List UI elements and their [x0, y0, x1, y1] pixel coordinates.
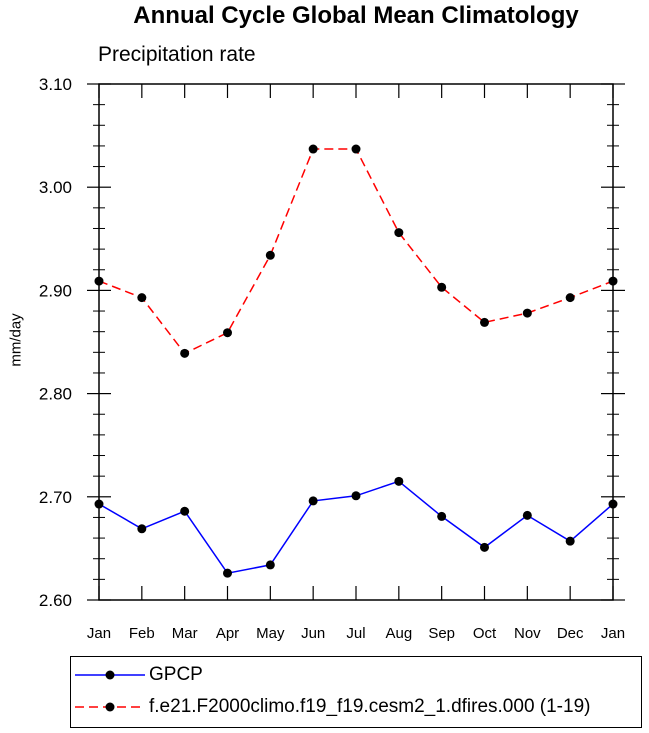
x-tick-label: Feb	[129, 625, 155, 642]
series-0-point	[137, 524, 147, 534]
x-tick-label: Nov	[514, 625, 541, 642]
legend-entry-model: f.e21.F2000climo.f19_f19.cesm2_1.dfires.…	[71, 695, 641, 721]
x-tick-label: Jan	[87, 625, 111, 642]
series-1-point	[265, 250, 275, 260]
x-tick-label: Mar	[172, 625, 198, 642]
legend-label-model: f.e21.F2000climo.f19_f19.cesm2_1.dfires.…	[149, 696, 591, 717]
y-tick-label: 2.90	[39, 281, 72, 300]
legend-label-gpcp: GPCP	[149, 664, 203, 685]
y-tick-label: 3.00	[39, 178, 72, 197]
y-tick-label: 2.80	[39, 385, 72, 404]
series-0-point	[223, 568, 232, 578]
series-1-point	[480, 317, 489, 327]
y-tick-label: 3.10	[39, 75, 72, 94]
series-1-point	[522, 308, 532, 318]
series-0-point	[565, 536, 575, 546]
x-tick-label: Jan	[601, 625, 625, 642]
chart-plot: Jan Feb Mar Apr May Jun Jul Aug Sep Oct Nov Dec Jan 2…	[39, 75, 625, 642]
chart-subtitle: Precipitation rate	[98, 43, 256, 66]
series-1-point	[437, 282, 447, 292]
series-1-point	[137, 293, 147, 303]
series-0-point	[351, 491, 361, 501]
series-line-1	[98, 148, 614, 355]
series-1-point	[223, 328, 232, 338]
chart-title: Annual Cycle Global Mean Climatology	[133, 2, 579, 29]
series-0-point	[522, 510, 532, 520]
series-1-point	[308, 144, 318, 154]
y-tick-label: 2.60	[39, 591, 72, 610]
x-tick-label: Apr	[216, 625, 239, 642]
x-tick-label: Dec	[557, 625, 584, 642]
series-0-point	[394, 476, 404, 486]
series-0-point	[437, 511, 447, 521]
series-0-point	[480, 542, 489, 552]
x-tick-label: Oct	[473, 625, 497, 642]
series-1-point	[180, 348, 190, 358]
x-tick-label: Jun	[301, 625, 325, 642]
series-1-point	[565, 293, 575, 303]
series-0-point	[265, 560, 275, 570]
series-1-point	[351, 144, 361, 154]
x-tick-label: Sep	[428, 625, 455, 642]
series-0-point	[180, 506, 190, 516]
x-tick-label: Jul	[346, 625, 365, 642]
legend-entry-gpcp: GPCP	[71, 663, 641, 689]
series-0-point	[308, 496, 318, 506]
x-tick-label: May	[256, 625, 285, 642]
legend: GPCP f.e21.F2000climo.f19_f19.cesm2_1.df…	[70, 656, 642, 728]
plot-frame	[98, 83, 614, 601]
x-tick-label: Aug	[385, 625, 412, 642]
series-1-point	[394, 228, 404, 238]
y-tick-label: 2.70	[39, 488, 72, 507]
